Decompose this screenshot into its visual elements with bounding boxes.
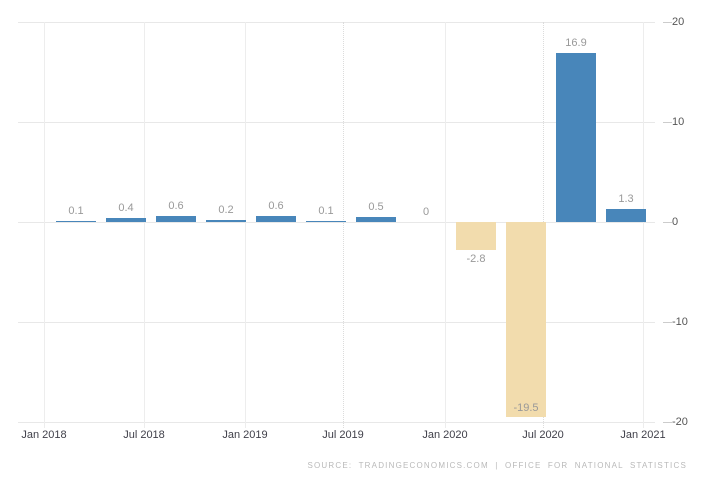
x-gridline [343, 22, 344, 428]
bar-value-label: 0.5 [368, 201, 384, 213]
y-axis-label: 20 [672, 16, 685, 28]
x-axis-label: Jul 2019 [322, 429, 364, 441]
bar[interactable] [606, 209, 646, 222]
y-axis-tick [663, 222, 672, 223]
bar-value-label: 0.1 [318, 205, 334, 217]
y-gridline [18, 422, 655, 423]
y-axis-label: -20 [672, 416, 688, 428]
bar[interactable] [556, 53, 596, 222]
bar[interactable] [506, 222, 546, 417]
y-axis-label: 10 [672, 116, 685, 128]
y-axis-label: -10 [672, 316, 688, 328]
x-axis-label: Jan 2020 [422, 429, 468, 441]
y-gridline [18, 122, 655, 123]
bar-value-label: -2.8 [466, 253, 486, 265]
bar-value-label: 16.9 [565, 37, 587, 49]
x-axis-label: Jan 2018 [21, 429, 67, 441]
bar[interactable] [256, 216, 296, 222]
bar-value-label: 1.3 [618, 193, 634, 205]
y-axis-tick [663, 122, 672, 123]
y-axis-tick [663, 422, 672, 423]
bar-value-label: 0.2 [218, 204, 234, 216]
x-axis-label: Jul 2020 [522, 429, 564, 441]
x-gridline [245, 22, 246, 428]
x-axis-label: Jan 2021 [620, 429, 666, 441]
source-attribution: SOURCE: TRADINGECONOMICS.COM | OFFICE FO… [307, 461, 687, 470]
x-axis-label: Jul 2018 [123, 429, 165, 441]
bar-value-label: 0.1 [68, 205, 84, 217]
y-gridline [18, 22, 655, 23]
bar[interactable] [456, 222, 496, 250]
y-gridline [18, 322, 655, 323]
y-axis-tick [663, 22, 672, 23]
y-axis-label: 0 [672, 216, 679, 228]
bar[interactable] [106, 218, 146, 222]
bar-value-label: 0.6 [168, 200, 184, 212]
bar[interactable] [56, 221, 96, 222]
bar-value-label: 0 [422, 206, 430, 218]
x-axis-label: Jan 2019 [222, 429, 268, 441]
bar[interactable] [206, 220, 246, 222]
bar[interactable] [356, 217, 396, 222]
y-axis-tick [663, 322, 672, 323]
x-gridline [144, 22, 145, 428]
x-gridline [44, 22, 45, 428]
y-gridline [18, 222, 655, 223]
bar-value-label: 0.6 [268, 200, 284, 212]
x-gridline [643, 22, 644, 428]
bar-value-label: -19.5 [513, 402, 539, 414]
x-gridline [445, 22, 446, 428]
bar-value-label: 0.4 [118, 202, 134, 214]
bar[interactable] [306, 221, 346, 222]
bar[interactable] [156, 216, 196, 222]
